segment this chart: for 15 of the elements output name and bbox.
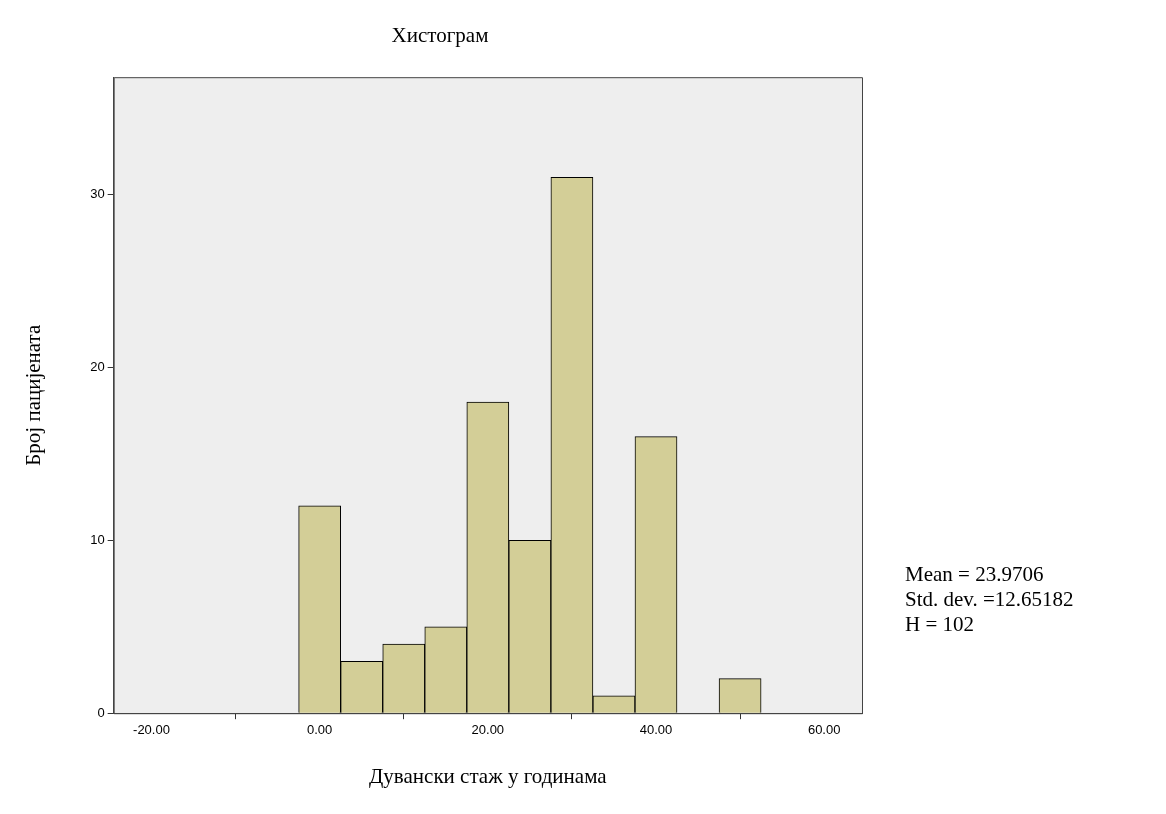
text: Mean = 23.9706 (905, 562, 1045, 587)
y-tick-label: 30 (90, 186, 105, 202)
chart-title: Хистограм (391, 23, 489, 48)
x-axis-title: Дувански стаж у годинама (369, 763, 608, 788)
y-axis-title: Број пацијената (21, 323, 46, 466)
y-tick-label: 0 (97, 704, 105, 720)
text: H = 102 (905, 612, 975, 637)
x-tick-label: 40.00 (639, 721, 673, 737)
x-tick-label: 0.00 (307, 721, 333, 737)
text: Std. dev. =12.65182 (905, 587, 1074, 612)
y-tick-label: 10 (90, 531, 105, 547)
x-tick-label: -20.00 (133, 721, 170, 737)
x-tick-label: 60.00 (807, 721, 841, 737)
x-tick-label: 20.00 (471, 721, 505, 737)
y-tick-label: 20 (90, 359, 105, 375)
